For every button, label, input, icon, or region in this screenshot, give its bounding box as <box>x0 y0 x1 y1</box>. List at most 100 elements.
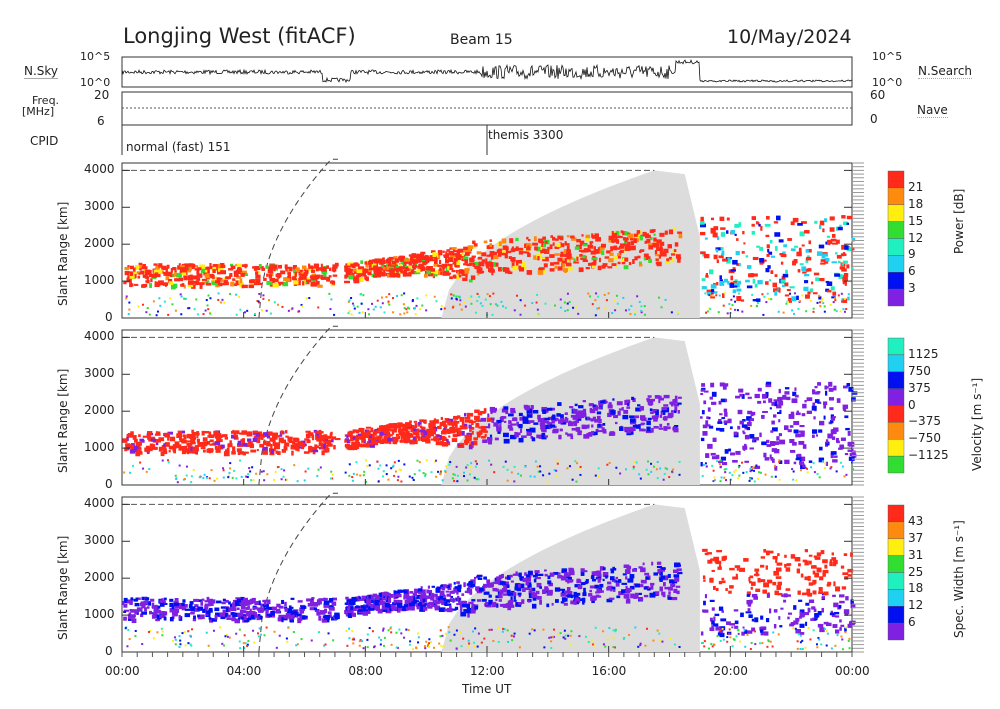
echo-cell <box>568 420 572 425</box>
echo-cell <box>376 267 381 273</box>
echo-cell <box>662 478 665 481</box>
echo-cell <box>169 272 173 278</box>
echo-cell <box>761 414 765 419</box>
echo-cell <box>725 479 728 482</box>
echo-cell <box>453 587 456 592</box>
echo-cell <box>845 596 849 601</box>
echo-cell <box>445 465 448 468</box>
echo-cell <box>247 615 252 621</box>
echo-cell <box>179 293 182 296</box>
echo-cell <box>434 593 438 597</box>
echo-cell <box>193 308 196 311</box>
echo-cell <box>819 305 822 308</box>
echo-cell <box>636 424 641 429</box>
echo-cell <box>288 266 293 272</box>
echo-cell <box>811 281 814 285</box>
echo-cell <box>672 399 677 403</box>
echo-cell <box>578 635 581 638</box>
echo-cell <box>126 599 131 604</box>
echo-cell <box>842 260 848 264</box>
echo-cell <box>668 476 671 479</box>
echo-cell <box>719 480 722 483</box>
echo-cell <box>710 284 717 289</box>
echo-cell <box>591 257 598 260</box>
echo-cell <box>331 280 336 285</box>
echo-cell <box>615 576 619 580</box>
echo-cell <box>806 471 809 474</box>
echo-cell <box>284 478 287 481</box>
echo-cell <box>718 580 723 585</box>
echo-cell <box>348 274 354 280</box>
echo-cell <box>327 436 333 439</box>
echo-cell <box>823 305 826 308</box>
echo-cell <box>181 632 184 635</box>
echo-cell <box>806 467 809 470</box>
echo-cell <box>387 273 390 278</box>
echo-cell <box>804 280 809 284</box>
echo-cell <box>490 410 493 415</box>
echo-cell <box>281 617 288 621</box>
echo-cell <box>452 274 456 279</box>
echo-cell <box>520 428 523 433</box>
echo-cell <box>804 560 809 566</box>
echo-cell <box>298 278 303 281</box>
echo-cell <box>707 424 711 427</box>
echo-cell <box>468 419 473 424</box>
echo-cell <box>382 607 388 612</box>
echo-cell <box>572 306 575 309</box>
echo-cell <box>168 449 171 453</box>
echo-cell <box>748 614 753 618</box>
echo-cell <box>626 432 632 436</box>
echo-cell <box>316 611 321 615</box>
echo-cell <box>528 570 533 575</box>
echo-cell <box>521 435 527 438</box>
echo-cell <box>551 602 554 606</box>
echo-cell <box>184 297 187 300</box>
echo-cell <box>824 564 828 569</box>
echo-cell <box>308 263 311 268</box>
echo-cell <box>658 427 664 430</box>
echo-cell <box>542 248 547 254</box>
echo-cell <box>725 588 728 591</box>
echo-cell <box>186 443 193 446</box>
echo-cell <box>764 223 771 227</box>
echo-cell <box>471 630 474 633</box>
echo-cell <box>440 305 443 308</box>
echo-cell <box>292 265 296 270</box>
echo-cell <box>704 462 707 465</box>
echo-cell <box>299 607 306 611</box>
echo-cell <box>715 247 721 251</box>
echo-cell <box>148 630 151 633</box>
echo-cell <box>582 250 589 253</box>
echo-cell <box>485 262 490 267</box>
echo-cell <box>416 606 421 610</box>
echo-cell <box>769 608 772 614</box>
echo-cell <box>273 301 276 304</box>
echo-cell <box>579 465 582 468</box>
echo-cell <box>137 441 141 447</box>
echo-cell <box>501 408 506 413</box>
echo-cell <box>276 603 281 608</box>
echo-cell <box>660 306 663 309</box>
echo-cell <box>239 459 242 462</box>
echo-cell <box>421 304 424 307</box>
echo-cell <box>158 263 163 268</box>
echo-cell <box>333 313 336 316</box>
echo-cell <box>662 412 666 415</box>
echo-cell <box>769 454 772 459</box>
echo-cell <box>481 425 485 431</box>
echo-cell <box>513 599 517 602</box>
echo-cell <box>317 601 320 606</box>
echo-cell <box>413 261 416 266</box>
echo-cell <box>722 304 725 307</box>
echo-cell <box>678 396 682 399</box>
echo-cell <box>123 597 128 602</box>
echo-cell <box>284 601 287 607</box>
echo-cell <box>245 475 248 478</box>
echo-cell <box>318 631 321 634</box>
echo-cell <box>667 573 671 578</box>
echo-cell <box>418 461 421 464</box>
echo-cell <box>719 459 722 462</box>
echo-cell <box>565 262 572 267</box>
echo-cell <box>330 298 333 301</box>
